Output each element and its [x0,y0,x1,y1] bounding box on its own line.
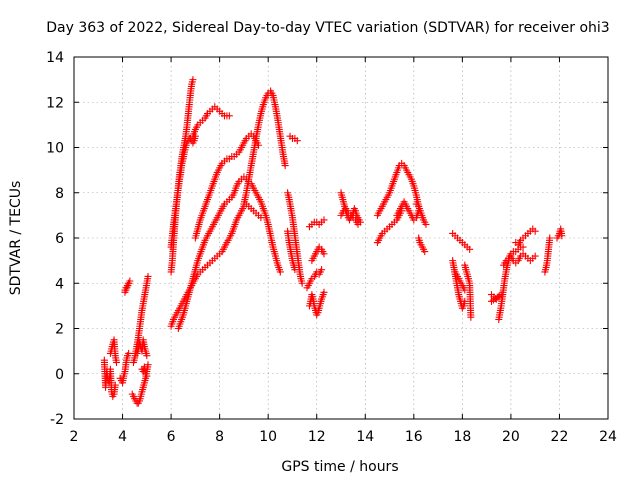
data-point [320,250,328,258]
series-arc-32 [451,268,469,294]
x-tick-label: 22 [551,429,569,445]
x-tick-label: 8 [215,429,224,445]
data-point [422,220,430,228]
data-point [558,232,566,240]
data-point [144,361,152,369]
data-point [318,266,326,274]
y-tick-label: 0 [55,367,64,383]
y-tick-label: 8 [55,186,64,202]
data-point [125,349,133,357]
series-arc-25 [373,207,406,247]
series-arc-23 [337,189,364,226]
data-point [281,162,289,170]
data-point [354,220,362,228]
data-point [519,243,527,251]
x-tick-label: 14 [356,429,374,445]
data-point [276,268,284,276]
series-arc-37 [512,225,539,249]
x-tick-label: 10 [259,429,277,445]
x-tick-label: 20 [502,429,520,445]
data-point [487,297,495,305]
series-arc-13 [174,173,284,332]
data-point [121,288,129,296]
series-arc-21 [303,266,326,292]
y-tick-label: 14 [46,50,64,66]
y-tick-label: 12 [46,95,64,111]
y-tick-label: 4 [55,276,64,292]
data-point [112,358,120,366]
x-tick-label: 4 [118,429,127,445]
data-point [144,272,152,280]
series-arc-39 [553,225,566,242]
data-point [293,137,301,145]
data-point [531,227,539,235]
series-arc-26 [373,159,423,219]
series-arc-6 [129,272,152,366]
x-tick-label: 6 [167,429,176,445]
series-arc-29 [415,234,429,256]
data-point [546,234,554,242]
data-point [320,288,328,296]
chart-title: Day 363 of 2022, Sidereal Day-to-day VTE… [46,20,609,36]
series-arc-19 [305,216,328,231]
series-arc-1 [100,356,119,400]
y-tick-label: 2 [55,322,64,338]
x-tick-label: 16 [405,429,423,445]
series-arc-24 [337,205,362,228]
series-arc-8 [138,363,151,380]
x-tick-label: 24 [599,429,617,445]
plot-frame [73,56,609,420]
series-arc-11 [189,103,233,140]
data-point [466,245,474,253]
series-arc-36 [500,250,539,269]
x-tick-label: 18 [453,429,471,445]
y-tick-label: 6 [55,231,64,247]
series-arc-22 [305,288,328,319]
series-arc-2 [106,336,120,366]
series-arc-33 [461,261,475,321]
data-point [225,112,233,120]
data-point [143,372,151,380]
series-arc-38 [541,234,554,276]
data-points [100,76,566,407]
data-point [421,248,429,256]
x-tick-label: 12 [308,429,326,445]
series-arc-7 [133,336,151,360]
data-point [189,76,197,84]
data-point [111,381,119,389]
series-arc-30 [449,229,474,253]
data-point [320,216,328,224]
data-point [143,352,151,360]
series-arc-18 [284,227,299,274]
series-arc-5 [128,361,152,407]
series-arc-4 [121,277,134,296]
y-tick-label: 10 [46,141,64,157]
data-point [467,313,475,321]
series-arc-16 [284,189,306,287]
grid [74,57,608,419]
x-axis-label: GPS time / hours [281,459,398,475]
series-arc-17 [286,132,301,145]
x-tick-label: 2 [70,429,79,445]
series-arc-15 [240,87,289,208]
data-point [531,252,539,260]
y-tick-label: -2 [50,412,64,428]
data-point [291,266,299,274]
series-arc-3 [116,349,133,387]
series-arc-20 [308,243,328,265]
series-arc-28 [412,200,430,228]
data-point [298,279,306,287]
y-axis-label: SDTVAR / TECUs [8,181,24,296]
